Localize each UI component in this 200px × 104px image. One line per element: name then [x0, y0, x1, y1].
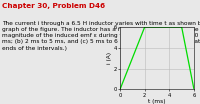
- Text: The current i through a 6.5 H inductor varies with time t as shown by the
graph : The current i through a 6.5 H inductor v…: [2, 21, 200, 51]
- Y-axis label: i (A): i (A): [107, 52, 112, 64]
- Text: Chapter 30, Problem D46: Chapter 30, Problem D46: [2, 3, 106, 9]
- X-axis label: t (ms): t (ms): [148, 99, 166, 104]
